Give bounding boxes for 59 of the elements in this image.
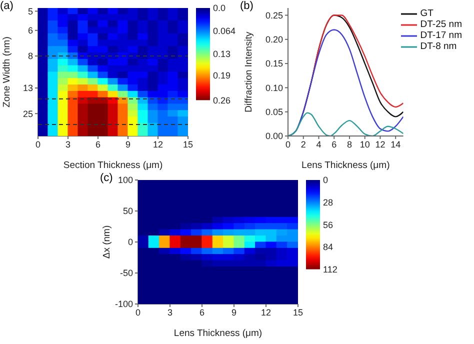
y-axis-title: Zone Width (nm) [1, 36, 12, 108]
chart-title: (c) [100, 172, 113, 184]
y-tick-label: -50 [120, 268, 133, 278]
y-tick-label: 0.20 [265, 34, 283, 45]
x-tick-label: 9 [125, 139, 131, 150]
x-tick-label: 3 [167, 307, 173, 318]
color-bar-label: 0.26 [213, 95, 231, 106]
x-tick-label: 6 [199, 307, 205, 318]
x-axis-title: Lens Thickness (μm) [174, 328, 262, 339]
y-tick-label: 100 [118, 175, 133, 186]
x-axis-title: Lens Thickness (μm) [302, 160, 390, 171]
x-tick-label: 0 [135, 307, 141, 318]
x-tick-label: 12 [152, 139, 164, 150]
y-tick-label: 0 [128, 237, 133, 248]
x-tick-label: 12 [375, 139, 386, 150]
color-bar-label: 0.0 [213, 3, 226, 14]
y-tick-label: 5 [28, 6, 33, 16]
y-tick-label: 0.25 [265, 10, 283, 20]
color-bar-label: 0.19 [213, 70, 231, 80]
x-tick-label: 3 [65, 139, 71, 150]
y-tick-label: 8 [28, 51, 33, 62]
y-tick-label: 6 [28, 26, 33, 36]
legend-label: DT-25 nm [420, 19, 462, 30]
color-bar-label: 112 [323, 264, 338, 274]
y-tick-label: 50 [122, 206, 133, 216]
legend-label: DT-17 nm [420, 30, 462, 41]
x-tick-label: 8 [346, 139, 352, 150]
x-tick-label: 4 [316, 139, 322, 150]
x-tick-label: 14 [390, 139, 401, 150]
legend-label: DT-8 nm [420, 41, 457, 52]
x-tick-label: 2 [300, 139, 306, 150]
y-tick-label: 0.05 [265, 107, 283, 118]
x-tick-label: 9 [231, 307, 237, 318]
x-tick-label: 12 [260, 307, 272, 318]
color-bar-label: 0 [323, 175, 328, 186]
color-bar-label: 0.064 [213, 26, 236, 36]
x-tick-label: 0 [285, 139, 291, 150]
y-tick-label: -100 [114, 299, 133, 310]
y-axis-title: Diffraction Intensity [243, 31, 254, 112]
y-axis-title: Δx (nm) [101, 225, 112, 259]
x-tick-label: 6 [95, 139, 101, 150]
color-bar-label: 84 [323, 242, 334, 252]
x-tick-label: 15 [292, 307, 304, 318]
x-axis-title: Section Thickness (μm) [63, 160, 163, 171]
chart-title: (a) [0, 0, 14, 12]
x-tick-label: 6 [332, 139, 337, 150]
color-bar-label: 0.13 [213, 49, 231, 60]
x-tick-label: 0 [35, 139, 41, 150]
y-tick-label: 0.15 [265, 58, 283, 69]
color-bar-label: 56 [323, 220, 334, 230]
x-tick-label: 15 [182, 139, 194, 150]
x-tick-label: 10 [360, 139, 370, 150]
y-tick-label: 13 [22, 83, 33, 94]
y-tick-label: 0.10 [265, 82, 283, 93]
y-tick-label: 25 [22, 108, 33, 119]
color-bar-label: 28 [323, 197, 334, 208]
y-tick-label: 0.00 [265, 131, 283, 142]
legend-label: GT [420, 8, 434, 19]
chart-title: (b) [240, 0, 254, 12]
